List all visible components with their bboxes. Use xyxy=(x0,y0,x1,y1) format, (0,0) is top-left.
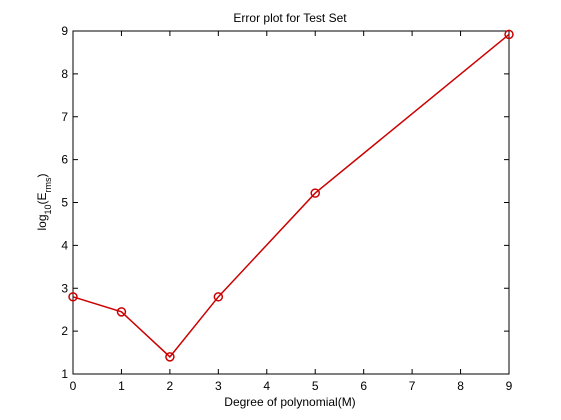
y-tick-label: 4 xyxy=(61,238,68,252)
y-label-paren-e: (E xyxy=(35,192,49,204)
y-tick-label: 3 xyxy=(61,281,68,295)
data-point-marker xyxy=(68,292,78,302)
plot-area xyxy=(72,30,510,375)
y-tick-label: 9 xyxy=(61,24,68,38)
data-point-marker xyxy=(213,292,224,302)
y-label-log: log xyxy=(35,215,49,231)
y-tick-label: 7 xyxy=(61,110,68,124)
series-line xyxy=(72,33,510,358)
y-tick-label: 6 xyxy=(61,153,68,167)
x-axis-label: Degree of polynomial(M) xyxy=(224,395,355,409)
x-tick-label: 8 xyxy=(457,379,464,393)
data-point-marker xyxy=(504,29,514,40)
y-axis-ticks: 1 2 3 4 5 6 7 8 9 xyxy=(61,24,509,381)
chart-title: Error plot for Test Set xyxy=(233,11,347,25)
x-tick-label: 2 xyxy=(167,379,174,393)
y-tick-label: 2 xyxy=(61,324,68,338)
data-point-marker xyxy=(116,307,127,317)
data-point-marker xyxy=(165,352,175,362)
y-tick-label: 5 xyxy=(61,196,68,210)
x-tick-label: 1 xyxy=(118,379,125,393)
y-label-sub-10: 10 xyxy=(43,204,53,214)
x-tick-label: 5 xyxy=(312,379,319,393)
x-tick-label: 4 xyxy=(263,379,270,393)
data-point-marker xyxy=(310,188,320,198)
x-tick-label: 7 xyxy=(409,379,416,393)
y-tick-label: 1 xyxy=(61,367,68,381)
y-tick-label: 8 xyxy=(61,67,68,81)
y-label-close: ) xyxy=(35,173,49,177)
x-tick-label: 3 xyxy=(215,379,222,393)
x-tick-label: 6 xyxy=(360,379,367,393)
x-tick-label: 9 xyxy=(506,379,513,393)
y-axis-label: log10(Erms) xyxy=(35,173,53,230)
y-label-sub-rms: rms xyxy=(43,177,53,192)
series-layer xyxy=(68,29,514,362)
x-tick-label: 0 xyxy=(70,379,77,393)
